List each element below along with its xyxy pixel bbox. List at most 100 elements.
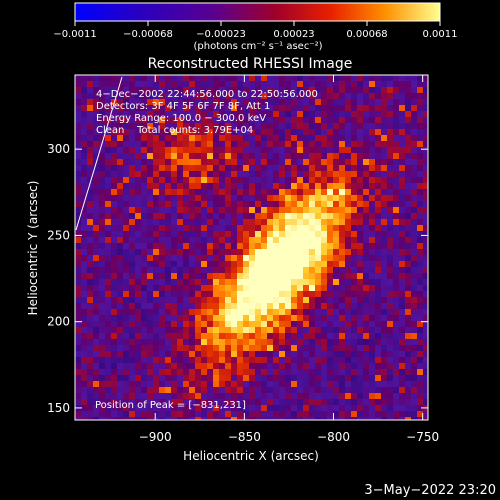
heatmap-cell bbox=[159, 87, 165, 93]
heatmap-cell bbox=[363, 321, 369, 327]
heatmap-cell bbox=[345, 315, 351, 321]
heatmap-cell bbox=[261, 411, 267, 417]
heatmap-cell bbox=[219, 273, 225, 279]
heatmap-cell bbox=[333, 237, 339, 243]
heatmap-cell bbox=[345, 363, 351, 369]
heatmap-cell bbox=[171, 303, 177, 309]
heatmap-cell bbox=[123, 105, 129, 111]
heatmap-cell bbox=[177, 165, 183, 171]
heatmap-cell bbox=[333, 243, 339, 249]
heatmap-cell bbox=[183, 285, 189, 291]
heatmap-cell bbox=[303, 87, 309, 93]
heatmap-cell bbox=[135, 303, 141, 309]
heatmap-cell bbox=[315, 261, 321, 267]
heatmap-cell bbox=[255, 237, 261, 243]
heatmap-cell bbox=[123, 243, 129, 249]
heatmap-cell bbox=[123, 303, 129, 309]
heatmap-cell bbox=[339, 297, 345, 303]
heatmap-cell bbox=[363, 243, 369, 249]
heatmap-cell bbox=[147, 201, 153, 207]
heatmap-cell bbox=[225, 405, 231, 411]
heatmap-cell bbox=[423, 111, 428, 117]
heatmap-cell bbox=[333, 153, 339, 159]
heatmap-cell bbox=[297, 123, 303, 129]
heatmap-cell bbox=[405, 225, 411, 231]
heatmap-cell bbox=[99, 243, 105, 249]
heatmap-cell bbox=[315, 195, 321, 201]
heatmap-cell bbox=[405, 417, 411, 420]
heatmap-cell bbox=[177, 159, 183, 165]
heatmap-cell bbox=[357, 213, 363, 219]
heatmap-cell bbox=[381, 231, 387, 237]
heatmap-cell bbox=[381, 339, 387, 345]
heatmap-cell bbox=[177, 393, 183, 399]
heatmap-cell bbox=[291, 273, 297, 279]
heatmap-cell bbox=[285, 129, 291, 135]
heatmap-cell bbox=[111, 195, 117, 201]
heatmap-cell bbox=[183, 111, 189, 117]
heatmap-cell bbox=[99, 303, 105, 309]
heatmap-cell bbox=[129, 327, 135, 333]
heatmap-cell bbox=[141, 213, 147, 219]
heatmap-cell bbox=[159, 285, 165, 291]
heatmap-cell bbox=[399, 153, 405, 159]
heatmap-cell bbox=[297, 75, 303, 81]
heatmap-cell bbox=[255, 81, 261, 87]
heatmap-cell bbox=[291, 99, 297, 105]
heatmap-cell bbox=[183, 153, 189, 159]
heatmap-cell bbox=[399, 345, 405, 351]
heatmap-cell bbox=[261, 93, 267, 99]
heatmap-cell bbox=[81, 99, 87, 105]
heatmap-cell bbox=[243, 363, 249, 369]
heatmap-cell bbox=[123, 309, 129, 315]
heatmap-cell bbox=[375, 207, 381, 213]
heatmap-cell bbox=[381, 81, 387, 87]
heatmap-cell bbox=[243, 99, 249, 105]
heatmap-cell bbox=[351, 351, 357, 357]
heatmap-cell bbox=[111, 255, 117, 261]
heatmap-cell bbox=[249, 117, 255, 123]
heatmap-cell bbox=[267, 321, 273, 327]
heatmap-cell bbox=[381, 411, 387, 417]
heatmap-cell bbox=[207, 165, 213, 171]
heatmap-cell bbox=[303, 111, 309, 117]
heatmap-cell bbox=[405, 327, 411, 333]
heatmap-cell bbox=[387, 249, 393, 255]
heatmap-cell bbox=[363, 363, 369, 369]
heatmap-cell bbox=[309, 345, 315, 351]
heatmap-cell bbox=[351, 303, 357, 309]
heatmap-cell bbox=[255, 333, 261, 339]
heatmap-cell bbox=[261, 267, 267, 273]
heatmap-cell bbox=[345, 159, 351, 165]
heatmap-cell bbox=[129, 309, 135, 315]
heatmap-cell bbox=[393, 393, 399, 399]
heatmap-cell bbox=[255, 105, 261, 111]
heatmap-cell bbox=[219, 315, 225, 321]
heatmap-cell bbox=[321, 267, 327, 273]
heatmap-cell bbox=[75, 177, 81, 183]
heatmap-cell bbox=[249, 291, 255, 297]
heatmap-cell bbox=[423, 363, 428, 369]
heatmap-cell bbox=[237, 327, 243, 333]
heatmap-cell bbox=[327, 255, 333, 261]
heatmap-cell bbox=[81, 375, 87, 381]
heatmap-cell bbox=[249, 201, 255, 207]
heatmap-cell bbox=[201, 291, 207, 297]
heatmap-cell bbox=[267, 75, 273, 81]
heatmap-cell bbox=[99, 285, 105, 291]
heatmap-cell bbox=[165, 393, 171, 399]
heatmap-cell bbox=[159, 207, 165, 213]
heatmap-cell bbox=[75, 279, 81, 285]
heatmap-cell bbox=[141, 393, 147, 399]
heatmap-cell bbox=[285, 189, 291, 195]
heatmap-cell bbox=[399, 99, 405, 105]
heatmap-cell bbox=[249, 255, 255, 261]
heatmap-cell bbox=[297, 165, 303, 171]
heatmap-cell bbox=[87, 243, 93, 249]
heatmap-cell bbox=[315, 309, 321, 315]
heatmap-cell bbox=[279, 93, 285, 99]
heatmap-cell bbox=[213, 399, 219, 405]
heatmap-cell bbox=[303, 249, 309, 255]
heatmap-cell bbox=[129, 117, 135, 123]
heatmap-cell bbox=[129, 255, 135, 261]
